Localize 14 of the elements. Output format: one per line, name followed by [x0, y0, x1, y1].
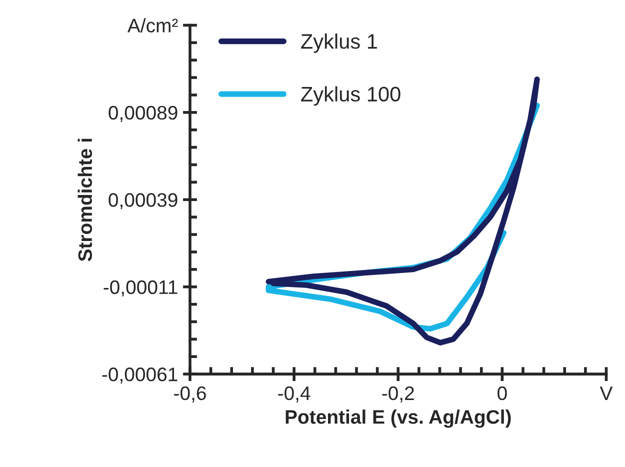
y-tick-label: -0,00011 — [104, 280, 178, 296]
legend-label: Zyklus 100 — [301, 86, 400, 106]
x-tick-label: -0,4 — [278, 386, 310, 402]
y-tick-label: A/cm² — [127, 18, 178, 32]
x-tick-label: -0,2 — [382, 386, 414, 402]
legend-label: Zyklus 1 — [301, 34, 377, 53]
y-axis-title: Stromdichte i — [78, 138, 92, 262]
y-tick-label: -0,00061 — [102, 368, 178, 384]
y-tick-label: 0,00089 — [108, 106, 178, 122]
x-axis-title: Potential E (vs. Ag/AgCl) — [286, 410, 511, 428]
x-tick-label: 0 — [498, 386, 507, 400]
x-tick-label: -0,6 — [174, 386, 206, 402]
y-tick-label: 0,00039 — [108, 193, 178, 210]
x-tick-label: V — [600, 386, 613, 400]
